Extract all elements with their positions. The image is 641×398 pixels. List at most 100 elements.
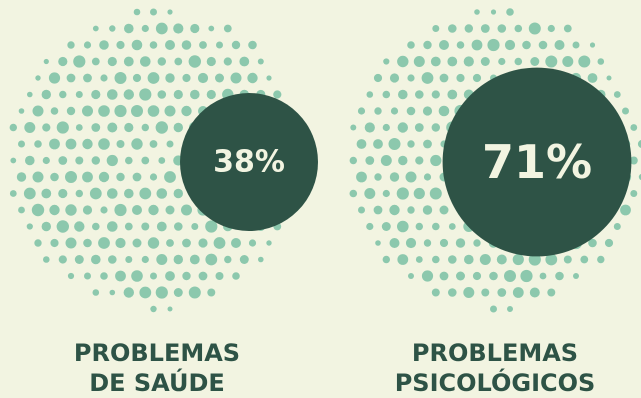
- pattern-dot: [59, 90, 67, 99]
- pattern-dot: [58, 56, 68, 67]
- pattern-dot: [578, 55, 591, 68]
- pattern-dot: [181, 105, 192, 117]
- pattern-dot: [580, 255, 589, 264]
- pattern-dot: [149, 41, 158, 49]
- pattern-dot: [423, 239, 432, 247]
- pattern-dot: [490, 305, 497, 313]
- pattern-dot: [24, 122, 36, 133]
- pattern-dot: [34, 239, 42, 247]
- pattern-dot: [182, 238, 191, 248]
- pattern-dot: [504, 270, 516, 282]
- pattern-dot: [373, 205, 383, 215]
- pattern-dot: [613, 91, 621, 98]
- pattern-dot: [215, 73, 224, 83]
- pattern-dot: [16, 172, 27, 182]
- pattern-dot: [248, 239, 257, 247]
- pattern-dot: [99, 40, 109, 50]
- pattern-dot: [114, 104, 127, 118]
- pattern-dot: [75, 124, 83, 131]
- pattern-dot: [65, 237, 77, 249]
- pattern-dot: [31, 203, 45, 217]
- pattern-dot: [431, 123, 440, 132]
- panel-health: 38%: [9, 8, 318, 313]
- pattern-dot: [397, 122, 408, 133]
- pattern-dot: [98, 237, 110, 249]
- pattern-dot: [396, 187, 409, 200]
- pattern-dot: [26, 223, 33, 230]
- pattern-dot: [107, 89, 118, 100]
- pattern-dot: [107, 122, 118, 133]
- pattern-dot: [98, 105, 110, 117]
- pattern-dot: [439, 271, 449, 281]
- pattern-dot: [423, 173, 432, 181]
- pattern-dot: [74, 221, 85, 232]
- pattern-dot: [479, 254, 491, 265]
- pattern-dot: [49, 138, 60, 150]
- pattern-dot: [522, 40, 531, 50]
- pattern-dot: [83, 238, 92, 248]
- pattern-dot: [173, 122, 183, 133]
- pattern-dot: [74, 255, 84, 264]
- pattern-dot: [75, 156, 84, 165]
- pattern-dot: [84, 272, 91, 280]
- pattern-dot: [67, 272, 75, 280]
- pattern-dot: [156, 188, 168, 199]
- pattern-dot: [448, 288, 457, 297]
- pattern-dot: [75, 91, 83, 98]
- pattern-dot: [156, 221, 167, 232]
- pattern-dot: [149, 173, 158, 181]
- pattern-dot: [205, 253, 218, 266]
- pattern-dot: [109, 289, 116, 296]
- pattern-dot: [562, 56, 574, 67]
- pattern-dot: [447, 56, 458, 67]
- pattern-dot: [430, 56, 441, 67]
- pattern-dot: [563, 24, 572, 33]
- pattern-dot: [530, 57, 540, 66]
- pattern-dot: [380, 155, 392, 166]
- pattern-dot: [92, 222, 100, 231]
- pattern-dot: [223, 57, 232, 66]
- pattern-dot: [472, 271, 482, 281]
- pattern-dot: [43, 58, 49, 65]
- label-health: PROBLEMAS DE SAÚDE: [17, 338, 297, 398]
- pattern-dot: [98, 138, 110, 150]
- pattern-dot: [140, 56, 151, 67]
- label-health-line-1: PROBLEMAS: [73, 339, 241, 367]
- pattern-dot: [167, 9, 173, 15]
- pattern-dot: [423, 139, 432, 149]
- pattern-dot: [50, 238, 59, 248]
- pattern-dot: [91, 156, 101, 165]
- pattern-dot: [32, 171, 44, 183]
- pattern-dot: [82, 138, 93, 150]
- pattern-dot: [597, 255, 605, 264]
- pattern-dot: [373, 139, 383, 149]
- pattern-dot: [18, 206, 25, 214]
- pattern-dot: [164, 171, 176, 183]
- pattern-dot: [157, 57, 166, 66]
- pattern-dot: [115, 270, 126, 282]
- pattern-dot: [383, 58, 390, 65]
- pattern-dot: [397, 55, 409, 68]
- pattern-dot: [139, 88, 152, 101]
- pattern-dot: [49, 204, 60, 216]
- pattern-dot: [413, 187, 425, 200]
- pattern-dot: [382, 189, 390, 198]
- pattern-dot: [100, 206, 108, 214]
- pattern-dot: [481, 288, 490, 297]
- pattern-dot: [266, 240, 272, 246]
- pattern-dot: [149, 140, 158, 148]
- pattern-dot: [9, 190, 17, 197]
- pattern-dot: [205, 220, 218, 233]
- pattern-dot: [100, 272, 108, 280]
- pattern-dot: [563, 255, 572, 264]
- pattern-dot: [224, 255, 232, 264]
- pattern-dot: [114, 203, 127, 217]
- pattern-dot: [206, 89, 216, 100]
- pattern-dot: [547, 288, 556, 297]
- pattern-dot: [464, 254, 474, 265]
- pattern-dot: [398, 89, 408, 100]
- pattern-dot: [114, 72, 127, 84]
- pattern-dot: [223, 24, 232, 33]
- pattern-dot: [23, 187, 36, 200]
- pattern-dot: [356, 171, 367, 183]
